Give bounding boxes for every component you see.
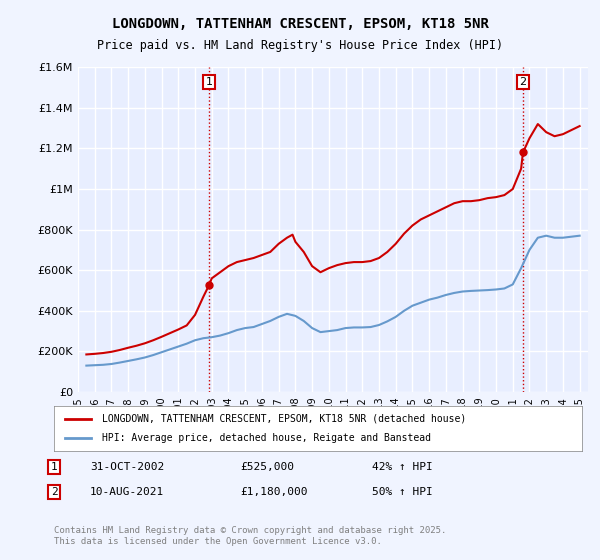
Text: LONGDOWN, TATTENHAM CRESCENT, EPSOM, KT18 5NR (detached house): LONGDOWN, TATTENHAM CRESCENT, EPSOM, KT1… bbox=[101, 413, 466, 423]
Text: £1,180,000: £1,180,000 bbox=[240, 487, 308, 497]
Text: Contains HM Land Registry data © Crown copyright and database right 2025.
This d: Contains HM Land Registry data © Crown c… bbox=[54, 526, 446, 546]
Text: 31-OCT-2002: 31-OCT-2002 bbox=[90, 462, 164, 472]
Text: HPI: Average price, detached house, Reigate and Banstead: HPI: Average price, detached house, Reig… bbox=[101, 433, 431, 444]
Text: 1: 1 bbox=[205, 77, 212, 87]
Text: Price paid vs. HM Land Registry's House Price Index (HPI): Price paid vs. HM Land Registry's House … bbox=[97, 39, 503, 52]
Text: £525,000: £525,000 bbox=[240, 462, 294, 472]
Text: LONGDOWN, TATTENHAM CRESCENT, EPSOM, KT18 5NR: LONGDOWN, TATTENHAM CRESCENT, EPSOM, KT1… bbox=[112, 17, 488, 31]
Text: 50% ↑ HPI: 50% ↑ HPI bbox=[372, 487, 433, 497]
Text: 2: 2 bbox=[520, 77, 527, 87]
Text: 10-AUG-2021: 10-AUG-2021 bbox=[90, 487, 164, 497]
Text: 2: 2 bbox=[50, 487, 58, 497]
Text: 1: 1 bbox=[50, 462, 58, 472]
Text: 42% ↑ HPI: 42% ↑ HPI bbox=[372, 462, 433, 472]
